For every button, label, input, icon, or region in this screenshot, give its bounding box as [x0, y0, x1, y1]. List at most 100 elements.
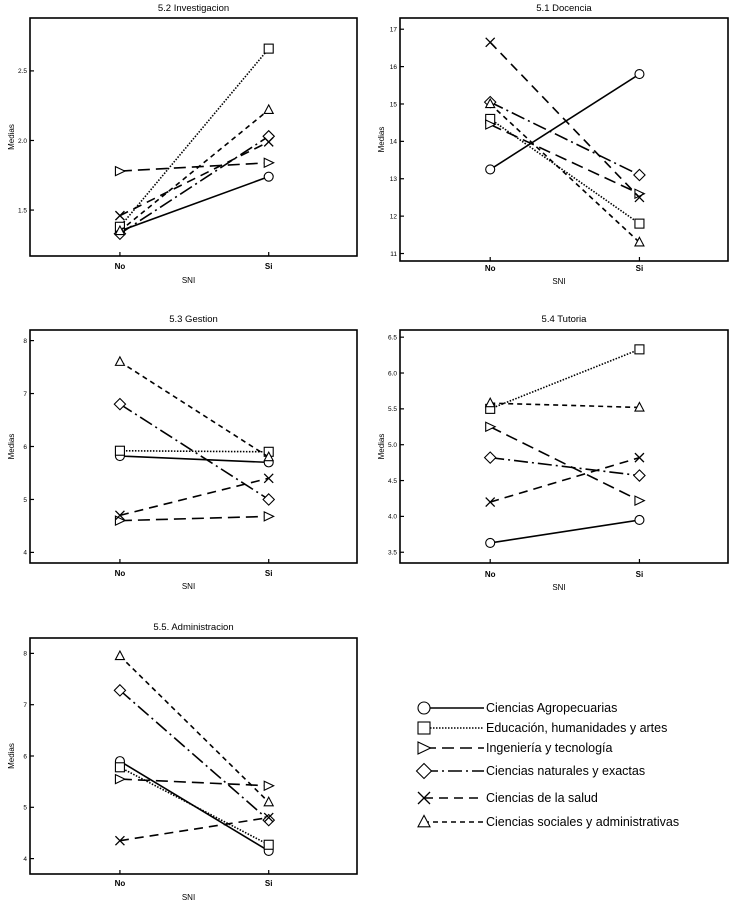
series-line	[490, 402, 640, 409]
x-tick-label: No	[485, 570, 496, 579]
series-line	[119, 361, 270, 458]
series-ingenieria-y-tecnologia	[114, 773, 275, 792]
series-ciencias-de-la-salud	[114, 812, 274, 846]
series-ciencias-naturales-y-exactas	[483, 451, 646, 482]
plot-frame	[29, 17, 358, 257]
data-point	[634, 218, 645, 229]
series-ciencias-de-la-salud	[485, 37, 645, 203]
x-tick-label: Si	[265, 569, 273, 578]
series-ciencias-agropecuarias	[114, 756, 274, 856]
legend-item-ciencias-naturales-y-exactas: Ciencias naturales y exactas	[415, 762, 645, 780]
series-line	[119, 161, 269, 172]
data-point	[483, 451, 497, 465]
data-point	[263, 812, 274, 823]
data-point	[114, 773, 127, 785]
y-tick-label: 5.0	[388, 442, 397, 449]
series-ciencias-agropecuarias	[485, 514, 645, 548]
legend-item-ingenieria-y-tecnologia: Ingeniería y tecnología	[417, 741, 613, 755]
data-point	[263, 511, 275, 522]
legend-label: Ingeniería y tecnología	[486, 741, 613, 755]
legend-marker	[417, 721, 431, 735]
x-tick-label: Si	[265, 879, 273, 888]
data-point	[634, 495, 646, 506]
series-ciencias-de-la-salud	[114, 136, 274, 221]
data-point	[634, 69, 645, 80]
y-tick-label: 6.0	[388, 370, 397, 377]
y-axis-label: Medias	[377, 434, 386, 460]
x-tick-label: Si	[636, 264, 644, 273]
y-tick-label: 15	[390, 101, 398, 108]
series-line	[489, 101, 640, 176]
y-tick-label: 2.0	[18, 138, 27, 145]
data-point	[484, 97, 496, 109]
data-point	[263, 450, 275, 462]
data-point	[633, 168, 646, 182]
series-line	[119, 175, 269, 232]
data-point	[634, 514, 645, 526]
plot-frame	[29, 329, 358, 564]
legend-marker	[417, 701, 431, 715]
data-point	[114, 835, 125, 846]
series-ciencias-agropecuarias	[114, 450, 274, 468]
data-point	[262, 813, 276, 827]
series-ciencias-agropecuarias	[485, 69, 645, 175]
data-point	[634, 192, 645, 203]
series-ciencias-naturales-y-exactas	[113, 397, 276, 506]
panel-5-1-docencia: 5.1 Docencia 11 12 13 14 15 16 17 No Si SNI Medias	[377, 3, 729, 286]
series-line	[489, 348, 640, 410]
series-ciencias-sociales-y-administrativas	[484, 396, 645, 412]
series-line	[119, 449, 269, 453]
y-tick-label: 5	[23, 805, 27, 812]
data-point	[485, 497, 496, 508]
data-point	[263, 473, 274, 484]
series-ingenieria-y-tecnologia	[485, 421, 646, 506]
data-point	[485, 164, 496, 175]
panel-5-5-administracion: 5.5. Administracion 4 5 6 7 8 No Si SNI Medias	[7, 622, 358, 902]
series-ciencias-agropecuarias	[114, 171, 274, 236]
legend-label: Ciencias de la salud	[486, 791, 598, 805]
data-point	[114, 762, 125, 773]
series-line	[119, 403, 270, 501]
data-point	[633, 469, 646, 482]
x-axis-label: SNI	[182, 276, 195, 285]
legend-label: Ciencias naturales y exactas	[486, 764, 645, 778]
data-point	[262, 493, 276, 506]
series-ciencias-naturales-y-exactas	[113, 129, 276, 241]
data-point	[263, 171, 274, 182]
legend-item-ciencias-sociales-y-administrativas: Ciencias sociales y administrativas	[417, 814, 679, 829]
data-point	[263, 839, 274, 850]
series-line	[119, 109, 270, 232]
data-point	[262, 129, 276, 143]
y-tick-label: 13	[390, 176, 398, 183]
y-tick-label: 8	[23, 651, 27, 658]
series-ciencias-sociales-y-administrativas	[484, 97, 645, 247]
y-tick-label: 14	[390, 139, 398, 146]
data-point	[114, 445, 125, 456]
y-tick-label: 6	[23, 444, 27, 451]
series-ciencias-sociales-y-administrativas	[114, 103, 275, 236]
chart-title: 5.1 Docencia	[536, 3, 592, 14]
data-point	[114, 649, 126, 661]
data-point	[634, 401, 645, 412]
panel-5-2-investigacion: 5.2 Investigacion 1.5 2.0 2.5 No Si SNI Medias	[7, 3, 358, 285]
legend: Ciencias Agropecuarias Educación, humanid…	[415, 701, 679, 829]
series-line	[119, 141, 270, 217]
series-ciencias-sociales-y-administrativas	[114, 649, 275, 807]
y-tick-label: 1.5	[18, 207, 27, 214]
data-point	[485, 37, 496, 48]
y-tick-label: 8	[23, 338, 27, 345]
series-line	[119, 760, 270, 852]
y-axis-label: Medias	[7, 743, 16, 769]
series-ingenieria-y-tecnologia	[114, 157, 275, 177]
y-axis-label: Medias	[7, 434, 16, 460]
data-point	[263, 780, 275, 792]
legend-item-ciencias-agropecuarias: Ciencias Agropecuarias	[417, 701, 617, 715]
chart-title: 5.2 Investigacion	[158, 3, 229, 14]
series-line	[119, 48, 270, 228]
data-point	[634, 344, 645, 355]
data-point	[485, 537, 496, 548]
y-tick-label: 3.5	[388, 550, 397, 557]
series-line	[119, 515, 269, 522]
y-tick-label: 17	[390, 27, 398, 34]
